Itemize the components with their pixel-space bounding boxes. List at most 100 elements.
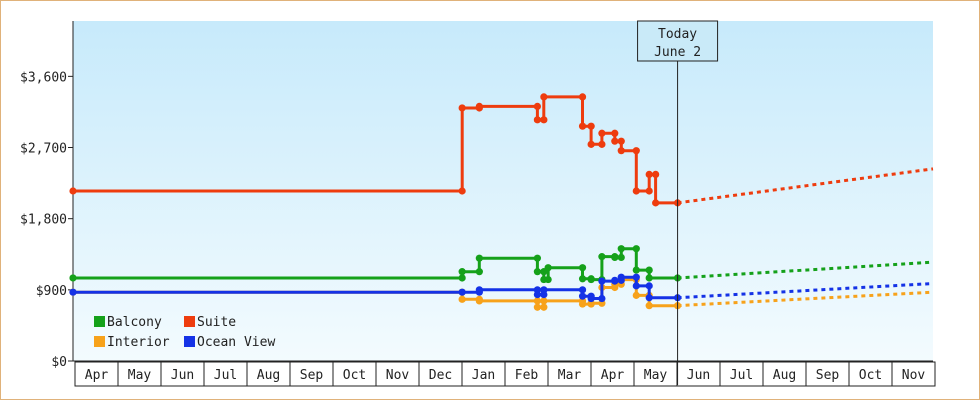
y-tick-label: $900 bbox=[36, 284, 67, 299]
data-point-interior bbox=[578, 300, 587, 308]
month-cell bbox=[719, 361, 764, 387]
legend-swatch-suite bbox=[184, 316, 195, 327]
data-point-balcony bbox=[617, 253, 625, 262]
month-cell bbox=[418, 361, 463, 387]
y-tick-label: $0 bbox=[51, 355, 67, 370]
data-point-balcony bbox=[533, 254, 542, 262]
data-point-suite bbox=[458, 187, 466, 195]
today-callout-box bbox=[637, 20, 719, 62]
month-cell bbox=[289, 361, 334, 387]
month-cell bbox=[633, 361, 678, 387]
data-point-interior bbox=[458, 295, 466, 303]
month-label: Aug bbox=[257, 368, 280, 383]
month-cell bbox=[246, 361, 291, 387]
legend-label-interior: Interior bbox=[107, 335, 170, 350]
data-point-ocean-view bbox=[475, 286, 483, 294]
data-point-suite bbox=[611, 137, 619, 145]
data-point-balcony bbox=[458, 274, 466, 282]
month-label: Jan bbox=[472, 368, 495, 383]
month-label: Nov bbox=[902, 368, 926, 383]
projection-line-ocean-view bbox=[677, 282, 934, 300]
today-callout-date: June 2 bbox=[654, 45, 701, 60]
data-point-suite bbox=[617, 137, 625, 145]
y-tick-label: $2,700 bbox=[20, 142, 67, 157]
projection-line-interior bbox=[677, 290, 934, 308]
month-label: Jul bbox=[730, 368, 753, 383]
data-point-suite bbox=[645, 187, 653, 195]
month-cell bbox=[117, 361, 162, 387]
data-point-balcony bbox=[617, 245, 625, 253]
data-point-suite bbox=[652, 170, 660, 178]
data-point-ocean-view bbox=[617, 273, 625, 281]
data-point-suite bbox=[587, 140, 595, 148]
data-point-ocean-view bbox=[578, 292, 587, 300]
data-point-ocean-view bbox=[598, 277, 606, 285]
data-point-ocean-view bbox=[598, 294, 606, 303]
data-point-ocean-view bbox=[578, 286, 587, 294]
data-point-interior bbox=[533, 297, 542, 305]
data-point-suite bbox=[578, 122, 587, 130]
month-label: Oct bbox=[859, 368, 882, 383]
data-point-balcony bbox=[544, 264, 552, 272]
month-cell bbox=[461, 361, 506, 387]
data-point-interior bbox=[540, 303, 548, 311]
data-point-balcony bbox=[578, 275, 587, 283]
data-point-interior bbox=[533, 303, 542, 311]
data-point-balcony bbox=[632, 266, 640, 274]
data-point-suite bbox=[617, 147, 625, 155]
month-label: Nov bbox=[386, 368, 410, 383]
month-label: Jul bbox=[214, 368, 237, 383]
legend-swatch-balcony bbox=[94, 316, 105, 327]
month-cell bbox=[504, 361, 549, 387]
data-point-ocean-view bbox=[540, 286, 548, 294]
data-point-interior bbox=[645, 302, 653, 310]
data-point-interior bbox=[540, 297, 548, 305]
projection-line-suite bbox=[677, 167, 934, 205]
data-point-suite bbox=[69, 187, 77, 195]
data-point-interior bbox=[475, 297, 483, 305]
data-point-balcony bbox=[632, 245, 640, 253]
month-cell bbox=[332, 361, 377, 387]
x-axis: Apr May Jun Jul Aug Sep Oct Nov Dec Jan Feb Mar Apr M… bbox=[73, 360, 936, 387]
month-label: Feb bbox=[515, 368, 539, 383]
y-axis: $0 $900 $1,800 $2,700 $3,600 bbox=[20, 21, 74, 370]
data-point-balcony bbox=[587, 275, 595, 284]
month-cell bbox=[676, 361, 721, 387]
y-tick-label: $3,600 bbox=[20, 70, 67, 85]
month-label: May bbox=[644, 368, 668, 383]
month-cell bbox=[203, 361, 248, 387]
month-label: Dec bbox=[429, 368, 452, 383]
month-label: Sep bbox=[300, 368, 324, 383]
month-label: Apr bbox=[601, 368, 625, 383]
month-cell bbox=[848, 361, 893, 387]
data-point-ocean-view bbox=[611, 276, 619, 284]
month-label: Jun bbox=[171, 368, 194, 383]
data-point-suite bbox=[475, 102, 483, 110]
data-point-suite bbox=[598, 129, 606, 137]
data-point-ocean-view bbox=[587, 294, 595, 303]
data-point-suite bbox=[632, 187, 640, 195]
month-cell bbox=[160, 361, 205, 387]
data-point-balcony bbox=[69, 274, 77, 282]
data-point-ocean-view bbox=[69, 288, 77, 296]
month-label: Aug bbox=[773, 368, 796, 383]
data-point-suite bbox=[533, 102, 542, 110]
month-label: Oct bbox=[343, 368, 366, 383]
data-point-interior bbox=[632, 291, 640, 299]
month-label: Mar bbox=[558, 368, 582, 383]
legend-label-ocean-view: Ocean View bbox=[197, 335, 275, 350]
data-point-ocean-view bbox=[645, 282, 653, 290]
legend-swatch-interior bbox=[94, 336, 105, 347]
today-callout-label: Today bbox=[658, 27, 697, 42]
series-ocean-view bbox=[69, 273, 934, 303]
month-label: May bbox=[128, 368, 152, 383]
month-label: Apr bbox=[85, 368, 109, 383]
data-point-balcony bbox=[645, 266, 653, 274]
data-point-suite bbox=[645, 170, 653, 178]
data-point-balcony bbox=[645, 274, 653, 282]
series-suite bbox=[69, 93, 934, 207]
month-cell bbox=[762, 361, 807, 387]
projection-line-balcony bbox=[677, 260, 934, 280]
